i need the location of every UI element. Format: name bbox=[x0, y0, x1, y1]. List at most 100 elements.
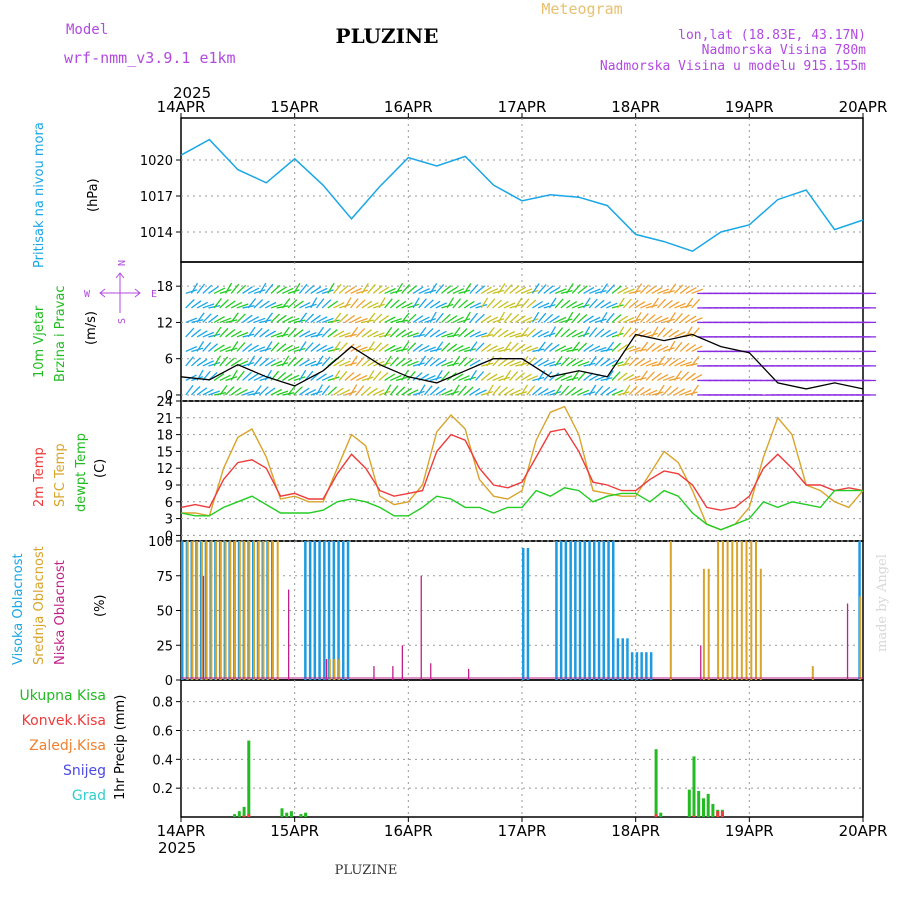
wind-arrow bbox=[299, 330, 311, 338]
wind-arrow bbox=[526, 328, 536, 338]
wind-arrow bbox=[628, 385, 638, 396]
altitude-label: Nadmorska Visina 780m bbox=[702, 43, 867, 58]
wind-arrow bbox=[526, 299, 537, 309]
wind-arrow bbox=[497, 329, 509, 338]
wind-arrow bbox=[225, 357, 235, 367]
wind-arrow bbox=[236, 342, 246, 352]
wind-arrow bbox=[196, 330, 208, 338]
wind-arrow bbox=[639, 370, 648, 381]
wind-arrow bbox=[441, 303, 454, 309]
wind-arrow bbox=[600, 377, 613, 382]
wind-arrow bbox=[515, 391, 528, 396]
wind-arrow bbox=[384, 316, 396, 324]
wind-arrow bbox=[367, 387, 378, 396]
wind-arrow bbox=[634, 283, 643, 294]
wind-arrow bbox=[190, 282, 199, 294]
wind-arrow bbox=[549, 286, 561, 294]
cloud-bar bbox=[210, 541, 213, 680]
cloud-bar bbox=[649, 652, 653, 680]
wind-arrow bbox=[605, 359, 618, 367]
wind-arrow bbox=[293, 357, 304, 367]
wind-arrow bbox=[492, 385, 501, 396]
wind-arrow bbox=[674, 302, 686, 309]
wind-arrow bbox=[281, 373, 293, 381]
wind-arrow bbox=[560, 328, 571, 338]
wind-arrow bbox=[537, 331, 550, 338]
wind-arrow bbox=[384, 384, 392, 396]
wind-arrow bbox=[395, 300, 407, 309]
y-tick-label: 12 bbox=[156, 462, 173, 477]
wind-arrow bbox=[293, 282, 301, 294]
wind-arrow bbox=[185, 317, 198, 324]
panel-frame-temperature bbox=[180, 400, 864, 542]
wind-arrow bbox=[679, 314, 690, 323]
cloud-bar bbox=[559, 541, 563, 680]
wind-arrow bbox=[680, 304, 692, 309]
wind-arrow bbox=[452, 345, 464, 353]
wind-arrow bbox=[316, 287, 328, 295]
cloud-bar bbox=[257, 541, 260, 680]
wind-arrow bbox=[315, 355, 324, 367]
wind-arrow bbox=[208, 333, 221, 338]
wind-arrow bbox=[321, 346, 334, 353]
precip-total-bar bbox=[299, 814, 303, 817]
wind-arrow bbox=[208, 361, 221, 367]
wind-arrow bbox=[361, 357, 372, 367]
panel-frame-precipitation bbox=[180, 679, 864, 818]
wind-arrow bbox=[219, 385, 228, 396]
wind-arrow bbox=[543, 304, 556, 309]
wind-arrow bbox=[304, 342, 314, 352]
wind-arrow bbox=[281, 355, 290, 367]
wind-arrow bbox=[190, 357, 201, 367]
wind-arrow bbox=[293, 386, 303, 396]
wind-arrow bbox=[424, 346, 436, 353]
wind-arrow bbox=[605, 312, 615, 323]
wind-arrow bbox=[355, 356, 365, 367]
wind-arrow bbox=[418, 298, 427, 309]
wind-arrow bbox=[526, 356, 536, 367]
x-tick-label-bottom: 18APR bbox=[611, 822, 660, 840]
credit-label: made by Angel bbox=[875, 554, 890, 652]
wind-arrow bbox=[622, 384, 631, 396]
wind-arrow bbox=[208, 390, 221, 396]
y-tick-label: 1020 bbox=[140, 154, 173, 169]
wind-arrow bbox=[196, 358, 208, 367]
wind-arrow bbox=[656, 327, 666, 338]
wind-arrow bbox=[486, 345, 498, 353]
wind-arrow bbox=[390, 289, 403, 295]
wind-arrow bbox=[327, 300, 339, 309]
cloud-bar bbox=[323, 541, 326, 680]
wind-arrow bbox=[390, 317, 402, 324]
wind-arrow bbox=[628, 290, 641, 295]
wind-arrow bbox=[605, 370, 614, 381]
wind-arrow bbox=[230, 369, 238, 381]
wind-arrow bbox=[685, 372, 696, 381]
wind-arrow bbox=[265, 301, 277, 309]
wind-arrow bbox=[548, 297, 557, 309]
wind-arrow bbox=[486, 298, 496, 309]
wind-arrow bbox=[469, 312, 479, 323]
wind-arrow bbox=[395, 357, 406, 367]
cloud-bar bbox=[234, 541, 236, 680]
wind-arrow bbox=[651, 326, 659, 338]
wind-arrow bbox=[594, 289, 607, 295]
wind-arrow bbox=[549, 343, 560, 352]
wind-arrow bbox=[480, 286, 492, 294]
wind-arrow bbox=[270, 331, 283, 338]
precip-total-bar bbox=[285, 812, 289, 817]
wind-arrow bbox=[185, 299, 195, 309]
wind-arrow bbox=[622, 327, 632, 338]
wind-arrow bbox=[617, 315, 629, 323]
wind-arrow bbox=[361, 376, 374, 382]
wind-arrow bbox=[446, 390, 459, 396]
wind-arrow bbox=[446, 315, 458, 323]
wind-arrow bbox=[594, 318, 607, 324]
wind-arrow bbox=[651, 297, 660, 309]
wind-arrow bbox=[560, 346, 573, 353]
wind-arrow bbox=[554, 316, 567, 324]
wind-arrow bbox=[651, 286, 663, 294]
wind-arrow bbox=[463, 357, 475, 367]
wind-arrow bbox=[480, 372, 491, 381]
x-tick-label-bottom: 20APR bbox=[839, 822, 888, 840]
wind-arrow bbox=[224, 282, 233, 294]
